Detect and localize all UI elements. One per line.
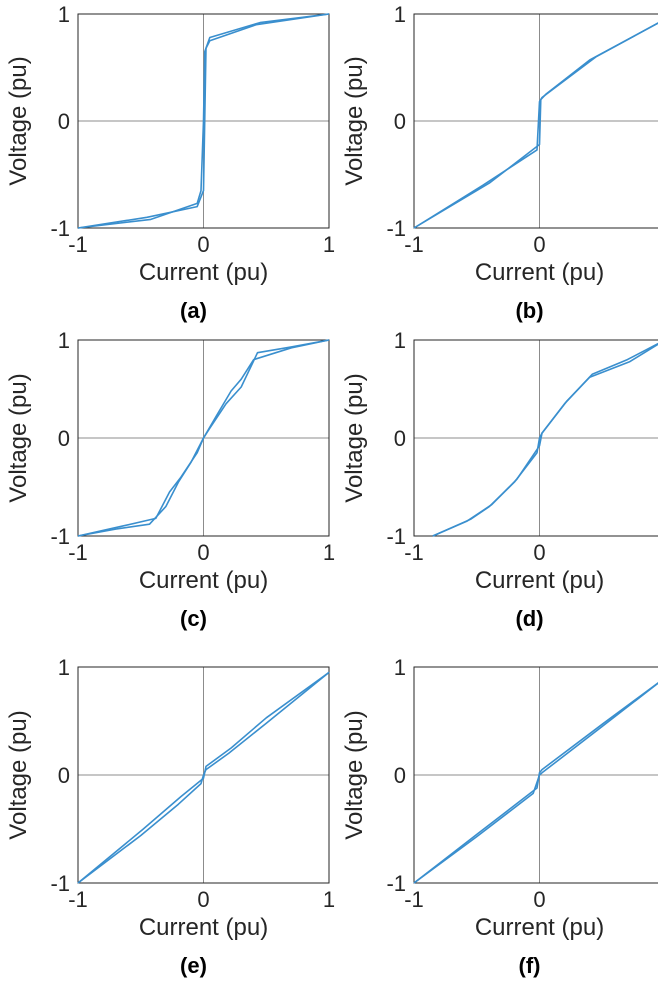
x-axis-label: Current (pu) bbox=[139, 259, 268, 286]
plot-frame bbox=[77, 13, 330, 229]
x-tick-label: 1 bbox=[323, 232, 335, 257]
panel-caption: (c) bbox=[180, 606, 207, 631]
y-tick-label: 1 bbox=[394, 328, 406, 353]
y-tick-label: -1 bbox=[386, 216, 406, 241]
panel-1: 1 0 -1-1 0 1 Current (pu) Voltage (pu) (a) bbox=[5, 2, 335, 323]
plot-frame bbox=[413, 666, 658, 884]
y-axis-label: Voltage (pu) bbox=[5, 710, 32, 839]
series-line-1 bbox=[77, 13, 330, 229]
x-tick-label: -1 bbox=[68, 887, 88, 912]
plot-frame bbox=[77, 339, 330, 537]
series-line-2 bbox=[413, 22, 658, 229]
panel-caption: (a) bbox=[180, 298, 207, 323]
panel-caption: (d) bbox=[515, 606, 543, 631]
series-line-2 bbox=[413, 681, 658, 884]
x-tick-label: 1 bbox=[323, 887, 335, 912]
y-tick-label: 0 bbox=[58, 109, 70, 134]
x-axis-label: Current (pu) bbox=[139, 914, 268, 941]
x-axis-label: Current (pu) bbox=[475, 914, 604, 941]
series-line-1 bbox=[413, 22, 658, 229]
panel-caption: (f) bbox=[519, 953, 541, 978]
y-tick-label: -1 bbox=[386, 871, 406, 896]
y-tick-label: 0 bbox=[394, 763, 406, 788]
y-tick-label: -1 bbox=[50, 524, 70, 549]
y-axis-label: Voltage (pu) bbox=[341, 56, 368, 185]
series-line-2 bbox=[77, 671, 330, 884]
x-tick-label: 0 bbox=[197, 232, 209, 257]
x-axis-label: Current (pu) bbox=[475, 567, 604, 594]
y-axis-label: Voltage (pu) bbox=[341, 373, 368, 502]
x-tick-label: 1 bbox=[323, 540, 335, 565]
x-tick-label: -1 bbox=[404, 887, 424, 912]
panel-caption: (e) bbox=[180, 953, 207, 978]
x-tick-label: 0 bbox=[197, 540, 209, 565]
x-tick-label: 0 bbox=[197, 887, 209, 912]
x-tick-label: 0 bbox=[533, 887, 545, 912]
x-tick-label: 0 bbox=[533, 232, 545, 257]
y-tick-label: 0 bbox=[394, 109, 406, 134]
x-tick-label: -1 bbox=[68, 232, 88, 257]
y-axis-label: Voltage (pu) bbox=[5, 373, 32, 502]
y-axis-label: Voltage (pu) bbox=[5, 56, 32, 185]
y-tick-label: 1 bbox=[58, 2, 70, 27]
x-tick-label: -1 bbox=[404, 540, 424, 565]
y-tick-label: 1 bbox=[58, 328, 70, 353]
x-axis-label: Current (pu) bbox=[475, 259, 604, 286]
y-tick-label: -1 bbox=[50, 871, 70, 896]
series-line-2 bbox=[77, 13, 330, 229]
y-axis-label: Voltage (pu) bbox=[341, 710, 368, 839]
x-tick-label: -1 bbox=[68, 540, 88, 565]
y-tick-label: 0 bbox=[394, 426, 406, 451]
plot-frame bbox=[413, 339, 658, 537]
plot-frame bbox=[77, 666, 330, 884]
y-tick-label: 0 bbox=[58, 426, 70, 451]
series-line-1 bbox=[413, 682, 658, 884]
x-axis-label: Current (pu) bbox=[139, 567, 268, 594]
y-tick-label: 1 bbox=[394, 655, 406, 680]
x-tick-label: 0 bbox=[533, 540, 545, 565]
series-line-2 bbox=[432, 343, 658, 537]
panel-5: 1 0 -1-1 0 1 Current (pu) Voltage (pu) (e) bbox=[5, 655, 335, 978]
panel-caption: (b) bbox=[515, 298, 543, 323]
y-tick-label: 0 bbox=[58, 763, 70, 788]
y-tick-label: 1 bbox=[58, 655, 70, 680]
panel-3: 1 0 -1-1 0 1 Current (pu) Voltage (pu) (c) bbox=[5, 328, 335, 631]
series-line-2 bbox=[77, 339, 330, 537]
y-tick-label: -1 bbox=[50, 216, 70, 241]
y-tick-label: -1 bbox=[386, 524, 406, 549]
x-tick-label: -1 bbox=[404, 232, 424, 257]
plot-frame bbox=[413, 13, 658, 229]
y-tick-label: 1 bbox=[394, 2, 406, 27]
